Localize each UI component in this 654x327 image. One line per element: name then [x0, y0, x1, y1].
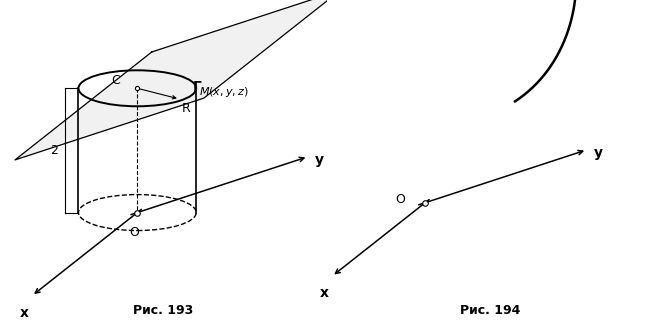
- Polygon shape: [15, 0, 341, 160]
- Text: y: y: [594, 146, 602, 160]
- Text: O: O: [129, 226, 139, 239]
- Text: x: x: [320, 286, 328, 300]
- Text: y: y: [315, 153, 324, 167]
- Text: $M(x,y,z)$: $M(x,y,z)$: [199, 85, 249, 98]
- Text: C: C: [112, 74, 120, 87]
- Text: Рис. 194: Рис. 194: [460, 304, 521, 317]
- Text: O: O: [396, 193, 405, 206]
- Text: 2: 2: [50, 144, 58, 157]
- Text: Г: Г: [193, 80, 202, 94]
- Text: x: x: [20, 306, 28, 320]
- Text: R: R: [181, 102, 190, 115]
- Text: Рис. 193: Рис. 193: [133, 304, 194, 317]
- Text: $M(x,y,z)$: $M(x,y,z)$: [589, 0, 638, 2]
